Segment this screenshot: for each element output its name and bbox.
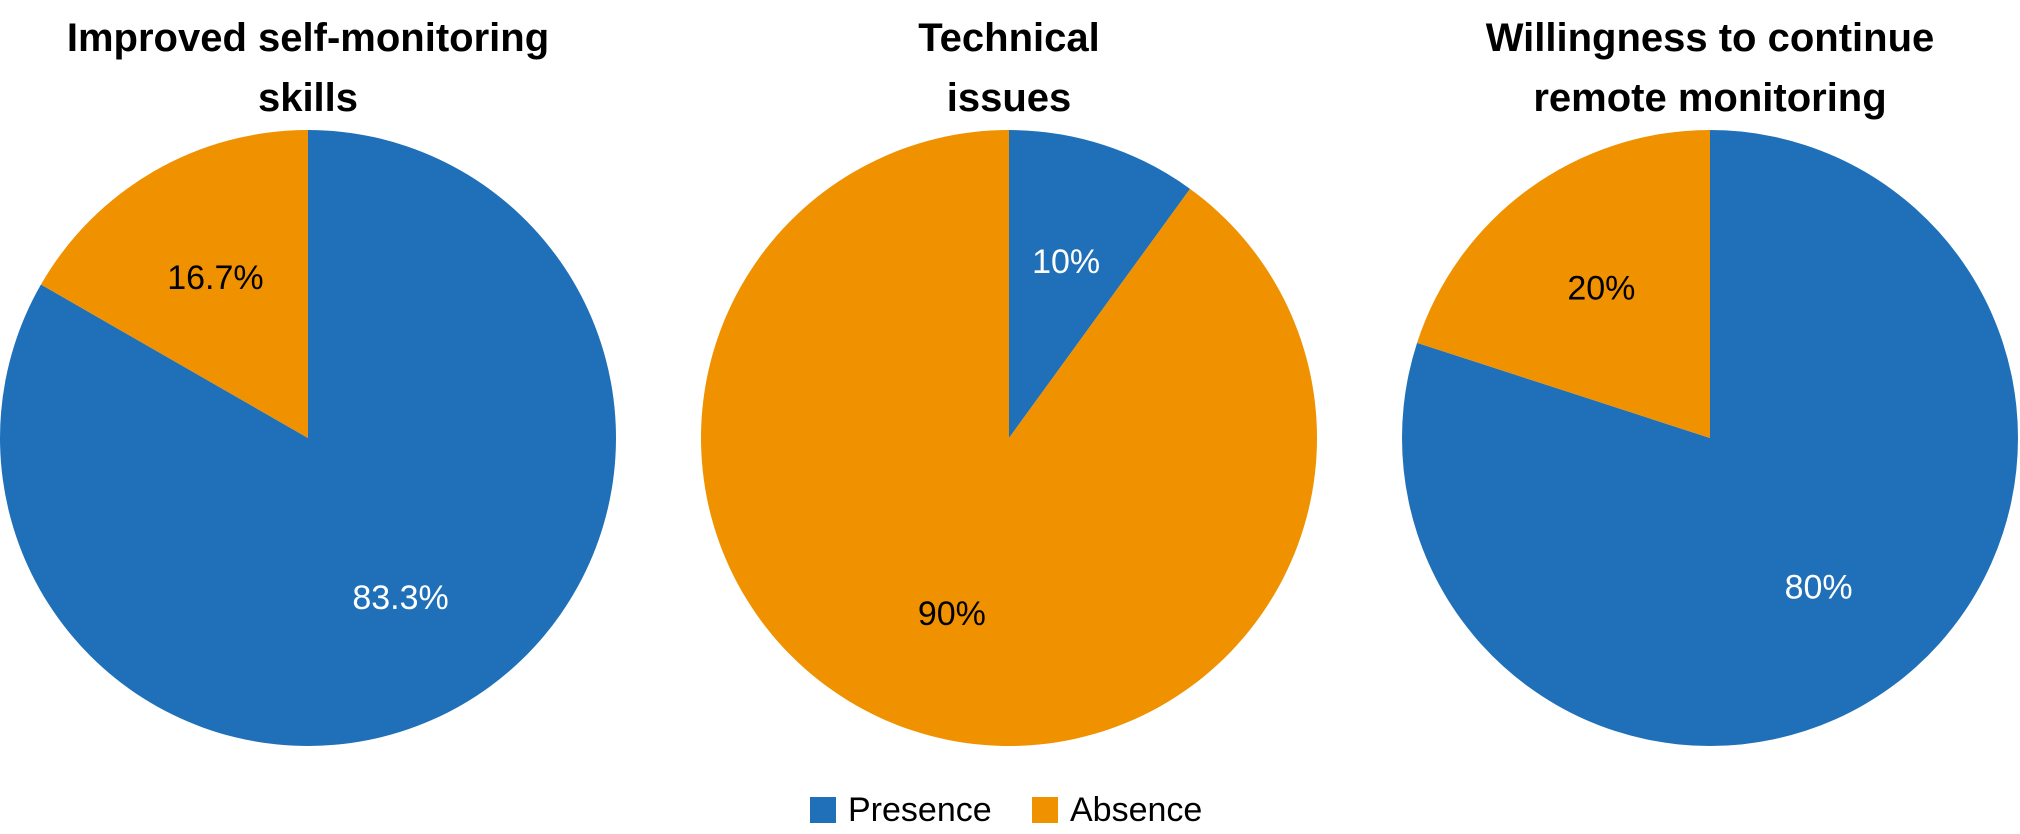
legend-label: Absence <box>1070 791 1202 829</box>
pie-chart-2: Technical issues 10% 90% <box>701 16 1318 746</box>
pie-slice-absence <box>701 130 1318 746</box>
legend-item-absence: Absence <box>1032 791 1202 829</box>
pie-slice-presence <box>1009 130 1191 438</box>
chart-title-line: Willingness to continue <box>1486 16 1935 60</box>
slice-label-presence: 80% <box>1785 569 1853 607</box>
pie-chart-1: Improved self-monitoring skills 83.3% 16.7% <box>0 16 616 746</box>
legend: Presence Absence <box>810 791 1202 829</box>
legend-item-presence: Presence <box>810 791 992 829</box>
chart-title-line: skills <box>258 76 358 120</box>
chart-title-line: issues <box>947 76 1072 120</box>
chart-title-line: remote monitoring <box>1533 76 1886 120</box>
legend-swatch <box>1032 797 1058 823</box>
slice-label-presence: 10% <box>1032 243 1100 281</box>
legend-label: Presence <box>848 791 992 829</box>
chart-title-line: Technical <box>918 16 1100 60</box>
slice-label-absence: 90% <box>918 595 986 633</box>
chart-title-line: Improved self-monitoring <box>67 16 549 60</box>
pie-chart-3: Willingness to continue remote monitoring… <box>1402 16 2019 746</box>
pie-slice-absence <box>1417 129 1710 438</box>
charts-group: Improved self-monitoring skills 83.3% 16.7%… <box>0 16 2019 746</box>
pie-slice-presence <box>0 130 616 746</box>
slice-label-absence: 16.7% <box>167 259 263 297</box>
slice-label-presence: 83.3% <box>352 579 448 617</box>
legend-swatch <box>810 797 836 823</box>
pie-slice-absence <box>40 130 308 438</box>
slice-label-absence: 20% <box>1567 269 1635 307</box>
pie-slice-presence <box>1402 130 2019 746</box>
